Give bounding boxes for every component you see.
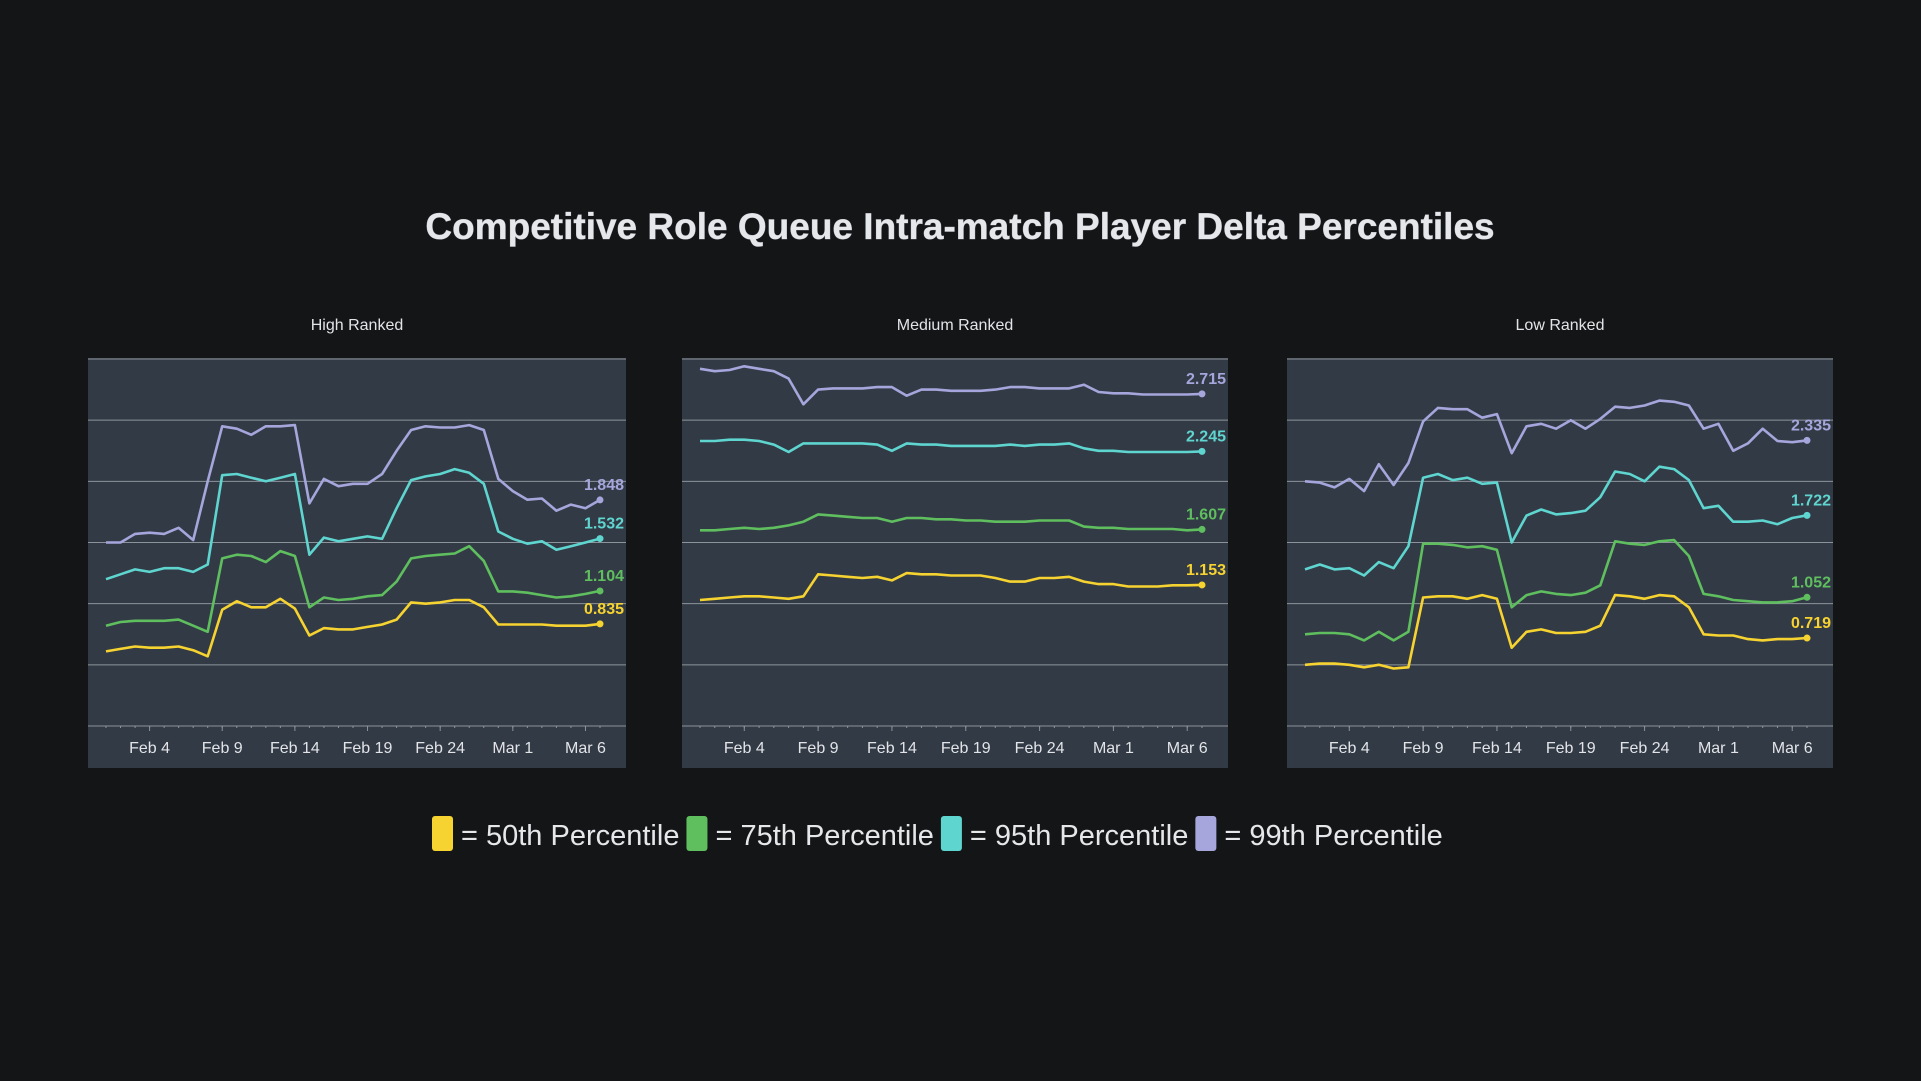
series-end-label-p50: 1.153	[1186, 562, 1226, 579]
x-tick-label: Mar 6	[1167, 740, 1208, 757]
series-end-point-p99	[596, 496, 604, 504]
x-tick-label: Mar 6	[565, 740, 606, 757]
series-line-p99	[699, 364, 1203, 406]
series-end-label-p75: 1.607	[1186, 506, 1226, 523]
series-end-point-p95	[1803, 511, 1811, 519]
series-line-p99	[106, 423, 601, 544]
series-end-point-p50	[596, 620, 604, 628]
series-end-label-p50: 0.835	[584, 601, 624, 618]
x-tick-label: Feb 19	[941, 740, 991, 757]
series-line-p99	[1304, 399, 1808, 493]
x-tick-label: Feb 14	[1472, 740, 1522, 757]
series-line-p75	[1304, 538, 1808, 642]
series-end-point-p99	[1803, 436, 1811, 444]
legend-label-p95: = 95th Percentile	[970, 820, 1188, 852]
series-end-point-p75	[596, 587, 604, 595]
panel-title: Low Ranked	[1516, 317, 1605, 334]
series-end-label-p95: 2.245	[1186, 428, 1226, 445]
x-tick-label: Mar 6	[1772, 740, 1813, 757]
legend-label-p50: = 50th Percentile	[461, 820, 679, 852]
chart-title: Competitive Role Queue Intra-match Playe…	[425, 206, 1494, 247]
series-line-p95	[700, 438, 1203, 454]
chart-panel-2: Medium Ranked Feb 4 Feb 9 Feb 14 Feb 19 Feb 2…	[682, 317, 1228, 768]
x-tick-label: Feb 9	[202, 740, 243, 757]
series-end-label-p99: 1.848	[584, 477, 624, 494]
series-end-point-p99	[1198, 390, 1206, 398]
series-end-label-p99: 2.715	[1186, 371, 1226, 388]
series-end-label-p99: 2.335	[1791, 417, 1831, 434]
chart-panel-1: High Ranked Feb 4 Feb 9 Feb 14 Feb 19 Feb 24 M…	[88, 317, 626, 768]
legend-swatch-p50	[432, 816, 453, 851]
x-tick-label: Feb 24	[415, 740, 465, 757]
legend: = 50th Percentile = 75th Percentile = 95th…	[432, 816, 1443, 852]
series-line-p50	[105, 597, 601, 658]
x-tick-label: Feb 4	[1329, 740, 1370, 757]
plot-area	[88, 358, 626, 768]
series-end-label-p50: 0.719	[1791, 615, 1831, 632]
x-tick-label: Feb 14	[270, 740, 320, 757]
legend-swatch-p75	[686, 816, 708, 851]
x-tick-label: Feb 4	[129, 740, 170, 757]
x-tick-label: Feb 19	[1546, 740, 1596, 757]
legend-label-p99: = 99th Percentile	[1224, 820, 1442, 852]
chart-panel-3: Low Ranked Feb 4 Feb 9 Feb 14 Feb 19 Feb 24 Ma…	[1287, 317, 1833, 768]
series-line-p50	[1304, 593, 1808, 670]
x-tick-label: Mar 1	[1698, 740, 1739, 757]
series-line-p75	[105, 544, 601, 634]
series-end-point-p50	[1198, 581, 1206, 589]
panel-title: High Ranked	[311, 317, 404, 334]
x-tick-label: Feb 24	[1620, 740, 1670, 757]
series-end-point-p50	[1803, 634, 1811, 642]
x-tick-label: Mar 1	[1093, 740, 1134, 757]
legend-label-p75: = 75th Percentile	[715, 820, 933, 852]
series-end-label-p95: 1.532	[584, 516, 624, 533]
legend-swatch-p99	[1195, 816, 1217, 851]
series-end-point-p95	[596, 535, 604, 543]
x-tick-label: Feb 24	[1015, 740, 1065, 757]
x-tick-label: Mar 1	[492, 740, 533, 757]
series-line-p95	[105, 467, 601, 581]
x-tick-label: Feb 9	[1403, 740, 1444, 757]
x-tick-label: Feb 19	[343, 740, 393, 757]
series-end-label-p75: 1.052	[1791, 574, 1831, 591]
x-tick-label: Feb 14	[867, 740, 917, 757]
series-end-label-p95: 1.722	[1791, 492, 1831, 509]
series-line-p75	[700, 513, 1203, 532]
series-line-p50	[699, 571, 1203, 602]
series-end-point-p95	[1198, 447, 1206, 455]
series-line-p95	[1304, 465, 1808, 577]
series-end-point-p75	[1803, 593, 1811, 601]
legend-swatch-p95	[940, 816, 962, 851]
x-tick-label: Feb 4	[724, 740, 765, 757]
series-end-label-p75: 1.104	[584, 568, 624, 585]
plot-area	[1287, 358, 1833, 768]
series-end-point-p75	[1198, 525, 1206, 533]
panel-title: Medium Ranked	[897, 317, 1014, 334]
x-tick-label: Feb 9	[798, 740, 839, 757]
plot-area	[682, 358, 1228, 768]
